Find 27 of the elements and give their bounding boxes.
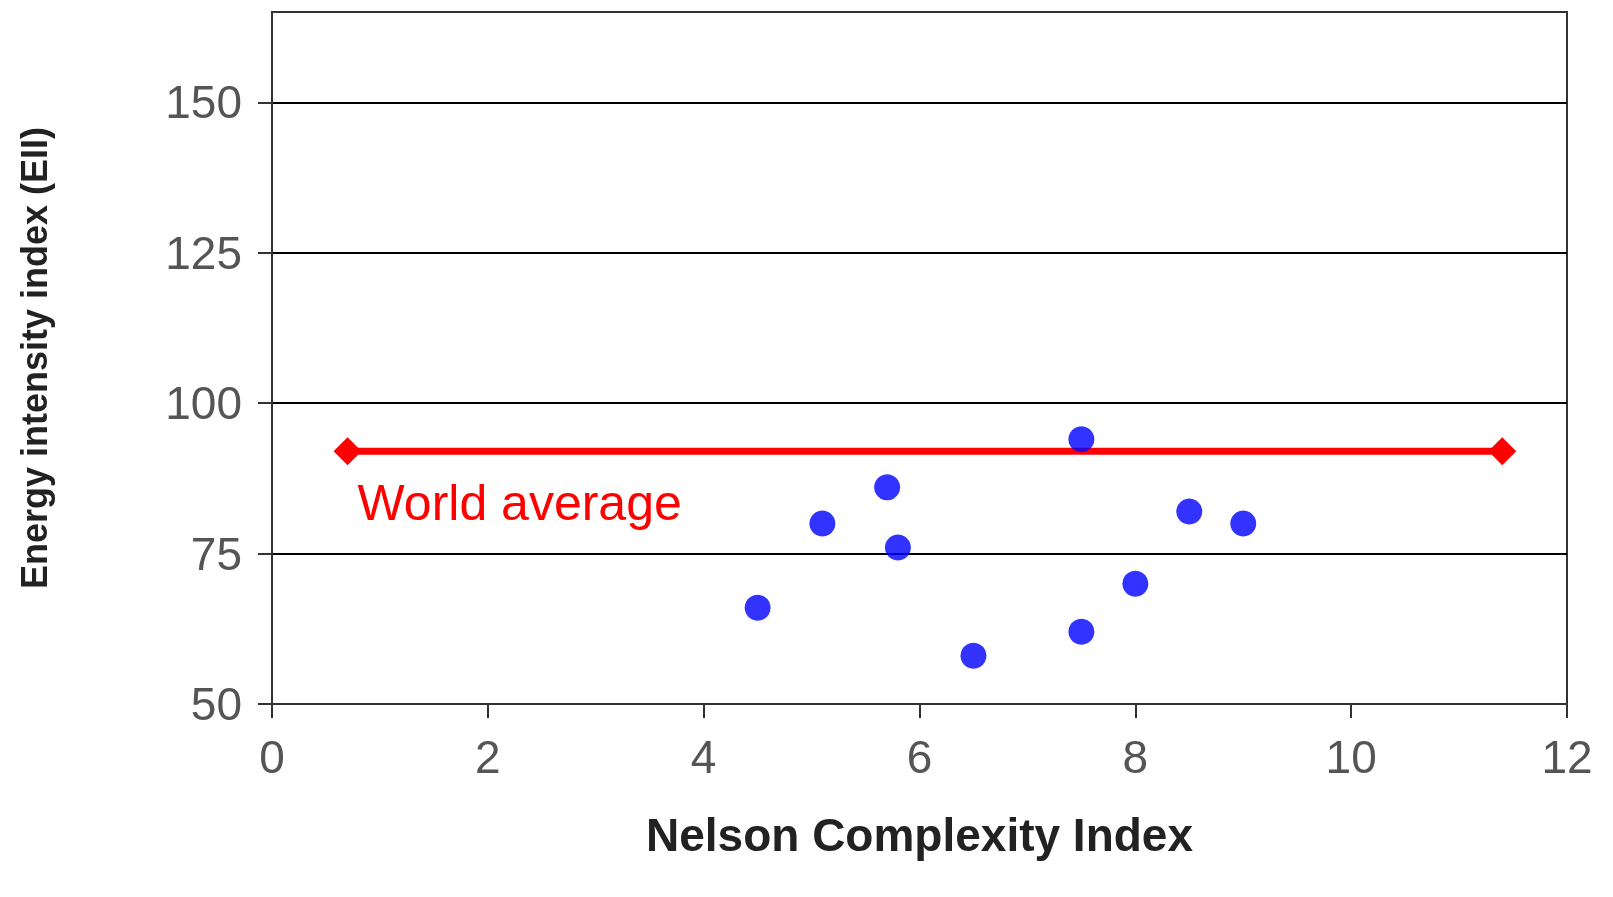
y-tick-label: 75: [190, 527, 242, 580]
x-tick-label: 0: [259, 731, 285, 783]
series-label: World average: [357, 475, 682, 532]
y-tick-label: 50: [190, 678, 242, 730]
point: [1122, 570, 1149, 597]
x-tick-label: 12: [1541, 731, 1593, 783]
point: [1176, 498, 1203, 525]
y-tick-label: 100: [165, 377, 242, 430]
x-tick-label: 8: [1122, 731, 1149, 783]
x-tick-label: 4: [690, 731, 717, 783]
y-tick-label: 125: [165, 226, 242, 279]
point: [1068, 426, 1095, 453]
x-axis-title: Nelson Complexity Index: [645, 809, 1194, 861]
point: [809, 510, 836, 537]
point: [1068, 618, 1095, 645]
point: [1230, 510, 1257, 537]
point: [960, 642, 987, 669]
point: [744, 594, 771, 621]
x-tick-label: 2: [475, 731, 501, 783]
point: [333, 437, 362, 466]
x-tick-label: 10: [1325, 731, 1377, 783]
y-axis-title: Energy intensity index (EII): [13, 126, 55, 590]
y-tick-label: 150: [165, 76, 242, 129]
point: [884, 534, 911, 561]
x-tick-label: 6: [906, 731, 933, 783]
point: [874, 474, 901, 501]
point: [1488, 437, 1517, 466]
